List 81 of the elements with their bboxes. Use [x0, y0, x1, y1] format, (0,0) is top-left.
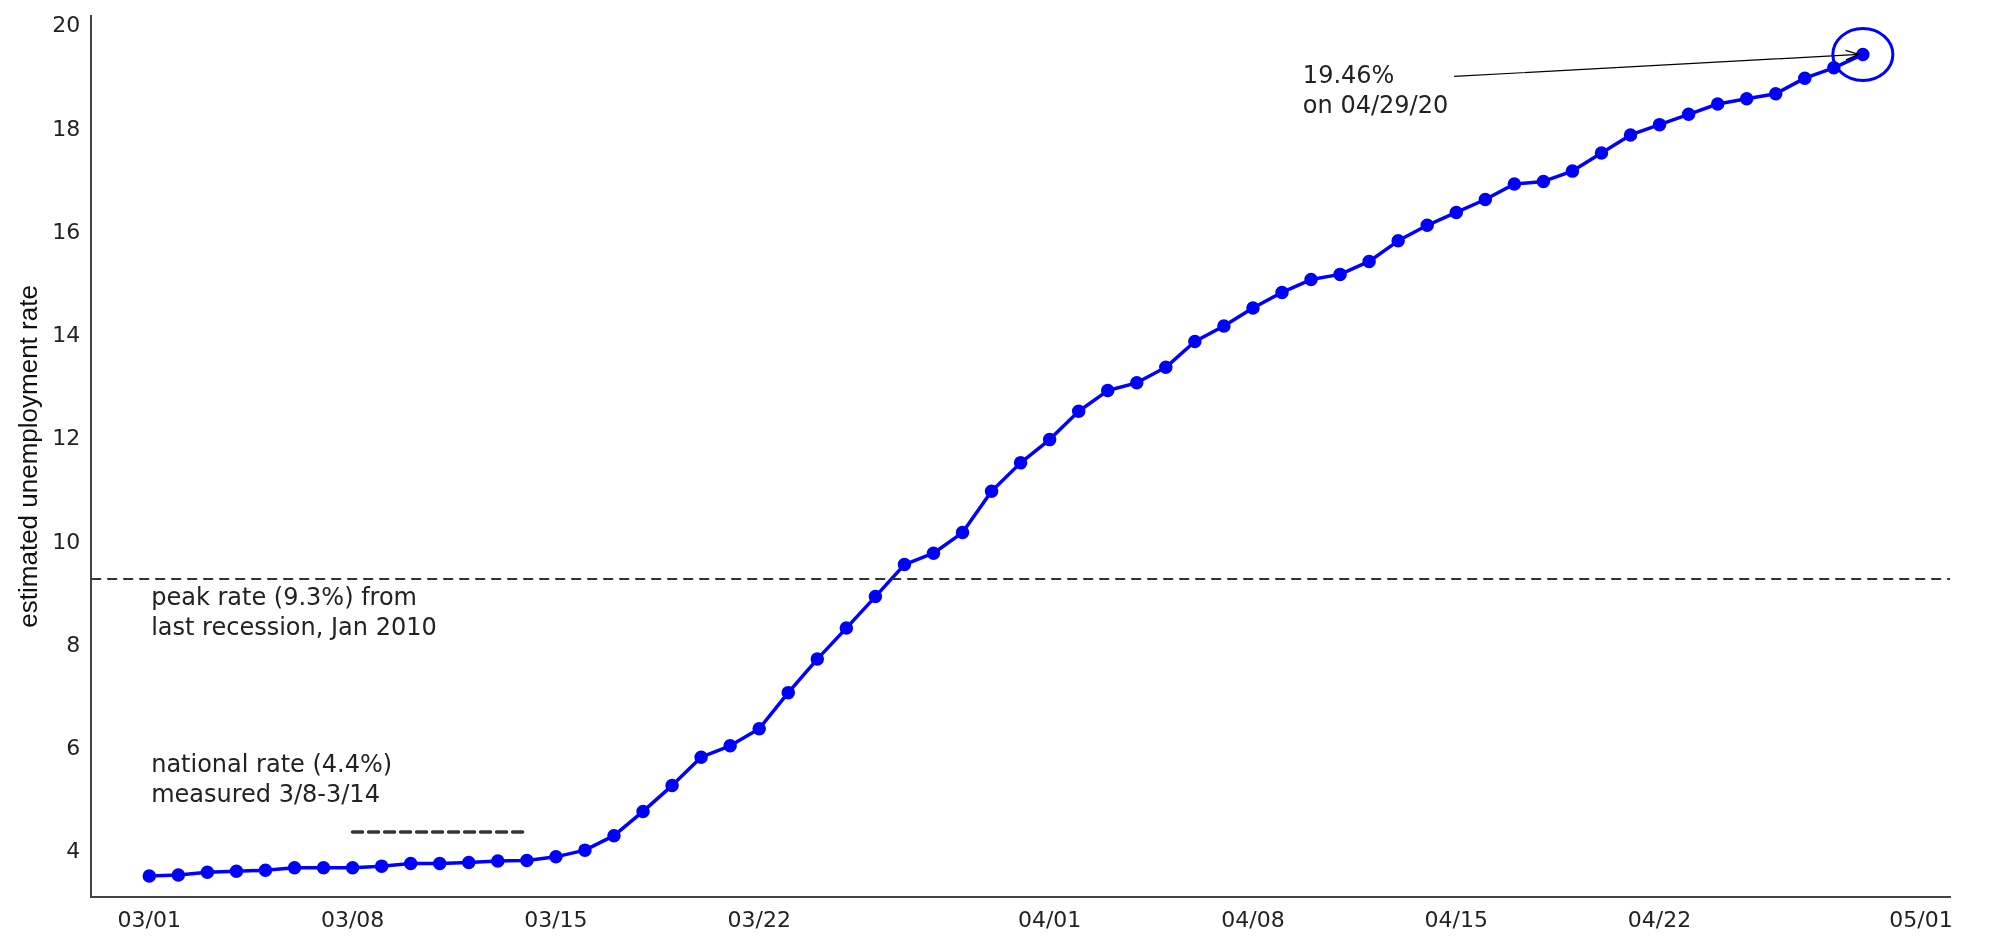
point: [1042, 432, 1057, 447]
point: [1739, 92, 1754, 106]
ref-line-label: peak rate (9.3%) from last recession, Jan 2010: [151, 583, 437, 642]
point: [432, 856, 447, 871]
point: [1275, 285, 1289, 300]
point: [1304, 272, 1318, 287]
point: [1768, 86, 1783, 101]
point: [491, 854, 505, 868]
point: [1100, 383, 1115, 398]
annotation: 19.46% on 04/29/20: [1302, 60, 1449, 119]
point: [781, 685, 795, 700]
point: [897, 557, 912, 572]
point: [636, 804, 650, 819]
point: [1188, 334, 1202, 349]
point: [1798, 71, 1812, 85]
point: [665, 778, 679, 793]
point: [984, 484, 999, 499]
point: [1449, 205, 1464, 220]
y-axis-title: estimated unemployment rate: [12, 285, 43, 628]
point: [287, 860, 302, 875]
point: [374, 859, 389, 873]
y-tick-label: 6: [66, 735, 81, 761]
point: [1391, 234, 1405, 248]
point: [200, 865, 215, 880]
point: [810, 652, 825, 666]
point: [607, 828, 621, 843]
x-tick-label: 04/01: [1017, 906, 1082, 932]
point: [1507, 177, 1522, 191]
y-tick-label: 18: [52, 115, 81, 141]
point: [839, 621, 854, 635]
x-tick-label: 03/08: [320, 906, 385, 932]
x-tick-label: 05/01: [1889, 906, 1953, 932]
point: [520, 853, 534, 868]
y-tick-label: 16: [52, 218, 81, 244]
point: [1420, 218, 1434, 233]
x-tick-label: 03/01: [117, 906, 181, 932]
x-tick-label: 03/15: [524, 906, 588, 932]
point: [1681, 107, 1696, 122]
point: [403, 856, 418, 871]
x-tick-label: 04/08: [1221, 906, 1285, 932]
point: [1159, 360, 1173, 375]
x-tick-label: 04/15: [1424, 906, 1488, 932]
y-tick-label: 14: [52, 322, 81, 348]
point: [1710, 97, 1725, 111]
point: [1246, 301, 1260, 315]
point: [1071, 404, 1086, 418]
point: [549, 850, 563, 864]
point: [229, 864, 244, 879]
point: [1478, 192, 1493, 207]
point: [316, 860, 331, 875]
point: [1130, 376, 1144, 390]
point: [1536, 174, 1551, 189]
point: [752, 722, 766, 736]
point: [462, 855, 476, 870]
x-tick-label: 03/22: [727, 906, 791, 932]
point: [1594, 146, 1609, 160]
point: [723, 739, 737, 753]
point: [1623, 128, 1638, 142]
point: [926, 546, 941, 560]
point: [1217, 319, 1231, 333]
point: [1013, 456, 1028, 470]
point: [868, 589, 883, 604]
point: [694, 750, 708, 764]
point: [171, 868, 186, 882]
point: [258, 863, 273, 878]
point: [1565, 164, 1580, 178]
annotation: national rate (4.4%) measured 3/8-3/14: [151, 750, 393, 809]
x-tick-label: 04/22: [1627, 906, 1692, 932]
point: [578, 843, 592, 857]
point: [1856, 47, 1870, 62]
y-tick-label: 20: [52, 12, 81, 38]
point: [1362, 254, 1376, 269]
point: [955, 525, 970, 540]
point: [1652, 117, 1667, 132]
point: [142, 869, 157, 883]
y-tick-label: 4: [66, 838, 81, 864]
y-tick-label: 12: [52, 425, 81, 451]
y-tick-label: 8: [66, 631, 81, 657]
y-tick-label: 10: [52, 528, 81, 554]
point: [345, 860, 360, 875]
point: [1333, 267, 1347, 282]
